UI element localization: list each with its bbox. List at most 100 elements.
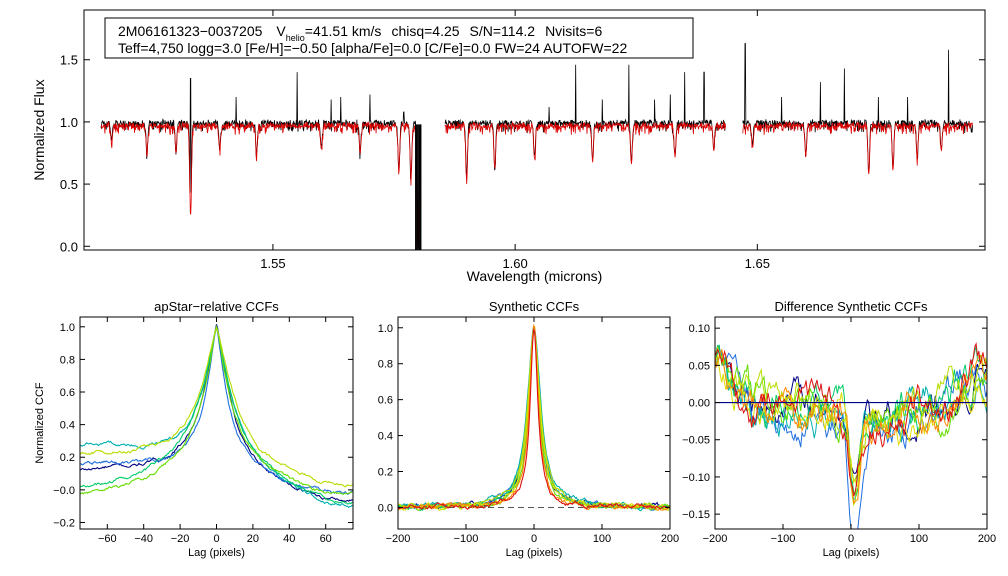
apstar-ccf-series-line <box>79 325 354 495</box>
star-id: 2M06161323−0037205 <box>118 23 263 39</box>
apstar-ccf-title: apStar−relative CCFs <box>154 299 279 314</box>
difference-ccf-panel: Difference Synthetic CCFs −200 −100 0 100 20… <box>682 299 996 559</box>
apstar-ccf-x-tick-label: −60 <box>98 533 117 545</box>
spectrum-axes-frame <box>83 9 986 251</box>
synthetic-ccf-x-tick-label: −100 <box>454 533 479 545</box>
synthetic-ccf-series-line <box>397 325 670 512</box>
difference-ccf-y-tick-label: 0.00 <box>689 398 710 410</box>
synthetic-ccf-x-tick-label: 100 <box>593 533 611 545</box>
spectrum-ticks: 1.55 1.60 1.65 0.0 0.5 1.0 1.5 <box>60 10 985 271</box>
observed-spectrum-line <box>100 72 421 248</box>
synthetic-ccf-y-tick-label: 0.0 <box>378 502 393 514</box>
spectrum-x-tick-label: 1.65 <box>745 256 770 271</box>
apstar-ccf-x-tick-label: −40 <box>134 533 153 545</box>
synthetic-ccf-series-line <box>397 328 670 511</box>
spectrum-plot-area <box>100 43 973 250</box>
synthetic-ccf-panel: Synthetic CCFs −200 −100 0 100 200 0.0 0.2 0.4 0… <box>378 299 679 559</box>
difference-ccf-x-tick-label: −200 <box>703 533 728 545</box>
difference-ccf-title: Difference Synthetic CCFs <box>775 299 928 314</box>
apstar-ccf-y-tick-label: 0.2 <box>60 452 75 464</box>
spectrum-y-tick-label: 0.0 <box>60 239 78 254</box>
chisq-value: chisq=4.25 <box>391 23 459 39</box>
apstar-ccf-series-line <box>79 325 354 509</box>
vhelio-label: V <box>276 23 286 39</box>
apstar-ccf-plot-area <box>79 324 354 509</box>
info-line-2: Teff=4,750 logg=3.0 [Fe/H]=−0.50 [alpha/… <box>118 40 627 56</box>
difference-ccf-y-tick-label: −0.10 <box>682 472 710 484</box>
apstar-ccf-y-tick-label: 0.8 <box>60 354 75 366</box>
apstar-ccf-series-line <box>79 326 354 488</box>
synthetic-ccf-y-tick-label: 0.2 <box>378 467 393 479</box>
synthetic-ccf-title: Synthetic CCFs <box>489 299 580 314</box>
vhelio-subscript: helio <box>286 33 305 43</box>
model-spectrum-line <box>100 120 421 249</box>
synthetic-ccf-series-line <box>397 327 670 511</box>
apstar-ccf-axes-frame <box>79 316 354 530</box>
difference-ccf-x-tick-label: −100 <box>771 533 796 545</box>
synthetic-ccf-series-line <box>397 324 670 512</box>
difference-ccf-series-line <box>714 354 988 487</box>
model-spectrum-line <box>742 121 973 175</box>
spectrum-x-axis-title: Wavelength (microns) <box>467 268 603 284</box>
apstar-ccf-panel: apStar−relative CCFs −60 −40 −20 0 20 40 60 −0.… <box>34 299 354 559</box>
difference-ccf-ticks: −200 −100 0 100 200 −0.15 −0.10 −0.05 0.00 0.05 0.… <box>682 317 996 545</box>
synthetic-ccf-x-tick-label: −200 <box>386 533 411 545</box>
difference-ccf-x-tick-label: 100 <box>910 533 928 545</box>
synthetic-ccf-x-tick-label: 0 <box>531 533 537 545</box>
apstar-ccf-x-tick-label: −20 <box>171 533 190 545</box>
apstar-ccf-series-line <box>79 324 354 495</box>
difference-ccf-y-tick-label: 0.05 <box>689 360 710 372</box>
difference-ccf-plot-area <box>714 342 988 530</box>
apstar-ccf-y-tick-label: −0.2 <box>53 517 75 529</box>
apstar-ccf-series-line <box>79 324 354 503</box>
apstar-ccf-x-tick-label: 40 <box>283 533 295 545</box>
snr-value: S/N=114.2 <box>470 23 536 39</box>
apstar-ccf-y-tick-label: 1.0 <box>60 322 75 334</box>
synthetic-ccf-series-line <box>397 325 670 512</box>
model-spectrum-line <box>444 120 727 185</box>
synthetic-ccf-y-tick-label: 0.4 <box>378 431 393 443</box>
synthetic-ccf-plot-area <box>397 324 670 512</box>
synthetic-ccf-series-line <box>397 326 670 510</box>
info-box-frame <box>104 17 694 59</box>
apstar-ccf-x-tick-label: 20 <box>247 533 259 545</box>
nvisits-value: Nvisits=6 <box>545 23 602 39</box>
info-box: 2M06161323−0037205 Vhelio=41.51 km/s chisq… <box>104 17 694 59</box>
synthetic-ccf-axes-frame <box>397 316 671 530</box>
spectrum-y-tick-label: 1.0 <box>60 115 78 130</box>
apstar-ccf-y-axis-title: Normalized CCF <box>34 382 46 464</box>
difference-ccf-y-tick-label: 0.10 <box>689 323 710 335</box>
synthetic-ccf-y-tick-label: 0.8 <box>378 359 393 371</box>
spectrum-y-tick-label: 0.5 <box>60 177 78 192</box>
synthetic-ccf-series-line <box>397 326 670 512</box>
vhelio-value: =41.51 km/s <box>305 23 382 39</box>
apstar-ccf-y-tick-label: 0.6 <box>60 387 75 399</box>
difference-ccf-series-line <box>714 342 988 497</box>
spectrum-x-tick-label: 1.60 <box>502 256 527 271</box>
synthetic-ccf-series-line <box>397 328 670 512</box>
difference-ccf-series-line <box>714 349 988 505</box>
observed-spectrum-line <box>742 43 973 171</box>
spectrum-y-axis-title: Normalized Flux <box>31 79 47 180</box>
difference-ccf-x-tick-label: 0 <box>848 533 854 545</box>
synthetic-ccf-series-line <box>397 328 670 511</box>
difference-ccf-x-axis-title: Lag (pixels) <box>823 547 880 559</box>
apstar-ccf-x-axis-title: Lag (pixels) <box>188 547 245 559</box>
spectrum-panel: 1.55 1.60 1.65 0.0 0.5 1.0 1.5 Wavelength (mic… <box>31 9 986 284</box>
difference-ccf-x-tick-label: 200 <box>978 533 996 545</box>
difference-ccf-y-tick-label: −0.05 <box>682 435 710 447</box>
info-line-1: 2M06161323−0037205 Vhelio=41.51 km/s chisq… <box>118 23 602 43</box>
apstar-ccf-x-tick-label: 60 <box>320 533 332 545</box>
apstar-ccf-y-tick-label: 0.4 <box>60 420 75 432</box>
observed-spectrum-line <box>444 64 726 178</box>
synthetic-ccf-y-tick-label: 1.0 <box>378 323 393 335</box>
synthetic-ccf-ticks: −200 −100 0 100 200 0.0 0.2 0.4 0.6 0.8 1.0 <box>378 317 679 545</box>
difference-ccf-y-tick-label: −0.15 <box>682 509 710 521</box>
synthetic-ccf-x-axis-title: Lag (pixels) <box>506 547 563 559</box>
difference-ccf-series-line <box>714 352 988 482</box>
spectrum-x-tick-label: 1.55 <box>260 256 285 271</box>
apstar-ccf-ticks: −60 −40 −20 0 20 40 60 −0.2 −0.0 0.2 0.4 0.6 0.8 1.0 <box>53 317 353 545</box>
synthetic-ccf-x-tick-label: 200 <box>661 533 679 545</box>
